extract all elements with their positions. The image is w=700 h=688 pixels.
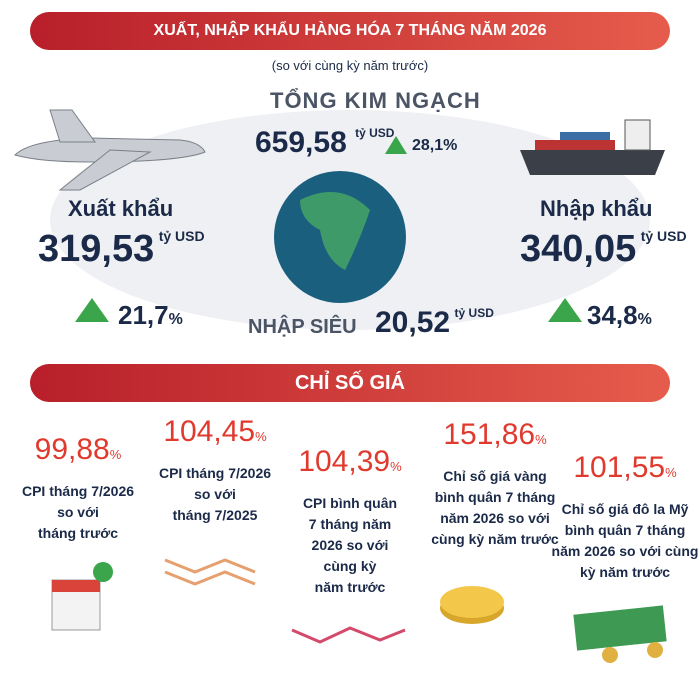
- card-text: CPI bình quân: [302, 495, 398, 511]
- card-value: 151,86%: [415, 417, 575, 458]
- ship-icon: [520, 119, 665, 175]
- export-change: 21,7: [118, 300, 169, 330]
- card-value: 99,88%: [0, 432, 158, 473]
- total-label: TỔNG KIM NGẠCH: [270, 88, 481, 113]
- card-value: 104,45%: [135, 414, 295, 455]
- card-value: 104,39%: [270, 444, 430, 485]
- card-unit: %: [390, 459, 402, 474]
- total-unit: tỷ USD: [355, 126, 395, 140]
- subtitle: (so với cùng kỳ năm trước): [271, 58, 429, 73]
- total-change: 28,1%: [412, 137, 458, 154]
- card-text: cùng kỳ: [323, 558, 377, 574]
- import-change: 34,8: [587, 300, 638, 330]
- export-value: 319,53: [38, 228, 155, 270]
- card-number: 104,45: [163, 415, 256, 448]
- plane-icon: [14, 109, 206, 191]
- card-number: 99,88: [34, 433, 110, 466]
- total-value: 659,58: [255, 126, 347, 159]
- card-unit: %: [665, 465, 677, 480]
- up-arrow: [385, 136, 407, 154]
- price-card: 99,88% CPI tháng 7/2026 so với tháng trước: [0, 432, 158, 544]
- card-number: 101,55: [573, 451, 666, 484]
- import-value: 340,05: [520, 228, 637, 270]
- card-text: Chỉ số giá vàng: [443, 468, 547, 484]
- card-text: năm trước: [314, 579, 386, 595]
- price-card: 101,55% Chỉ số giá đô la Mỹ bình quân 7 th…: [545, 450, 700, 583]
- money-icon: [573, 605, 667, 663]
- card-text: bình quân 7 tháng: [564, 522, 686, 538]
- card-text: năm 2026 so với cùng: [551, 543, 699, 559]
- card-text: Chỉ số giá đô la Mỹ: [561, 501, 689, 517]
- card-text: bình quân 7 tháng: [434, 489, 556, 505]
- deficit-label: NHẬP SIÊU: [248, 316, 357, 338]
- chart-decor: [164, 558, 256, 586]
- calendar-icon: [51, 562, 113, 631]
- coin-icon: [440, 586, 504, 624]
- deficit-unit: tỷ USD: [454, 306, 494, 320]
- card-number: 104,39: [298, 445, 391, 478]
- card-text: 7 tháng năm: [308, 516, 392, 532]
- spacer: [270, 485, 430, 493]
- price-banner: CHỈ SỐ GIÁ: [30, 364, 670, 402]
- card-unit: %: [535, 432, 547, 447]
- spacer: [545, 491, 700, 499]
- card-text: so với: [57, 504, 99, 520]
- price-title: CHỈ SỐ GIÁ: [294, 371, 405, 394]
- card-text: cùng kỳ năm trước: [431, 531, 559, 547]
- card-text: tháng trước: [38, 525, 118, 541]
- title: XUẤT, NHẬP KHẨU HÀNG HÓA 7 THÁNG NĂM 202…: [153, 22, 547, 39]
- up-arrow: [548, 298, 582, 322]
- title-banner: XUẤT, NHẬP KHẨU HÀNG HÓA 7 THÁNG NĂM 202…: [30, 12, 670, 50]
- export-label: Xuất khẩu: [68, 196, 174, 221]
- export-unit: tỷ USD: [158, 228, 205, 244]
- deficit-value: 20,52: [375, 306, 451, 339]
- card-text: tháng 7/2025: [172, 507, 258, 523]
- import-change-unit: %: [637, 311, 652, 328]
- card-text: CPI tháng 7/2026: [21, 483, 135, 499]
- price-card: 151,86% Chỉ số giá vàng bình quân 7 tháng n…: [415, 417, 575, 550]
- decor: [14, 109, 665, 330]
- up-arrow: [75, 298, 109, 322]
- import-unit: tỷ USD: [640, 228, 687, 244]
- price-card: 104,45% CPI tháng 7/2026 so với tháng 7/202…: [135, 414, 295, 526]
- price-card: 104,39% CPI bình quân 7 tháng năm 2026 so v…: [270, 444, 430, 598]
- card-unit: %: [255, 429, 267, 444]
- export-change-unit: %: [168, 311, 183, 328]
- card-text: so với: [194, 486, 236, 502]
- card-value: 101,55%: [545, 450, 700, 491]
- card-text: kỳ năm trước: [579, 564, 671, 580]
- card-text: năm 2026 so với: [440, 510, 550, 526]
- chart-decor: [291, 626, 406, 644]
- card-text: CPI tháng 7/2026: [158, 465, 272, 481]
- import-label: Nhập khẩu: [540, 196, 653, 221]
- card-unit: %: [109, 447, 122, 462]
- card-number: 151,86: [443, 418, 536, 451]
- card-text: 2026 so với: [311, 537, 389, 553]
